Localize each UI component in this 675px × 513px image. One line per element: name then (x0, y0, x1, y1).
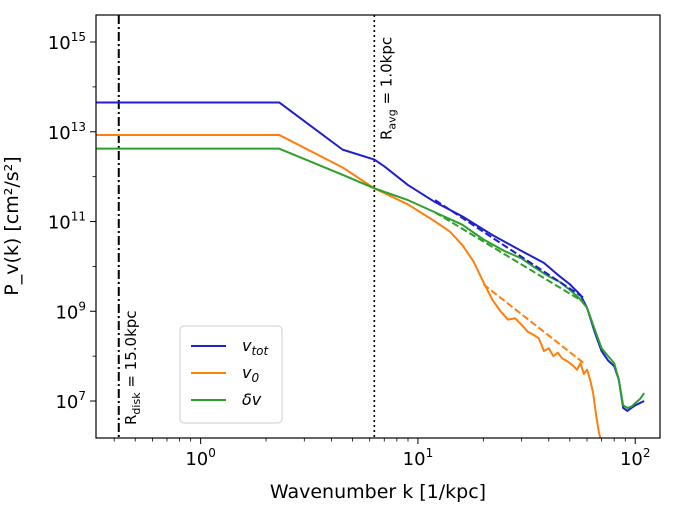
series-v_tot (96, 101, 645, 412)
legend-label: v0 (242, 363, 259, 385)
legend-label: vtot (242, 336, 270, 358)
x-tick-label: 101 (403, 446, 434, 470)
legend-label: δv (242, 390, 262, 409)
x-tick-label: 100 (185, 446, 216, 470)
legend-box (179, 325, 283, 424)
vline-label-r-disk: Rdisk = 15.0kpc (122, 310, 143, 425)
x-axis-label: Wavenumber k [1/kpc] (270, 481, 486, 503)
series-dvv (96, 147, 646, 409)
series-v_0-fit (482, 283, 585, 364)
series-v_0 (96, 133, 602, 438)
y-tick-label: 109 (55, 299, 86, 323)
y-tick-label: 1015 (48, 30, 86, 54)
vline-label-r-avg: Ravg = 1.0kpc (377, 37, 398, 140)
series-dv-fit (434, 211, 585, 303)
y-tick-label: 1011 (48, 210, 86, 234)
x-tick-label: 102 (620, 446, 651, 470)
plot-frame (95, 14, 661, 439)
y-axis-label: P_v(k) [cm²/s²] (1, 156, 23, 295)
y-tick-label: 107 (55, 389, 86, 413)
y-tick-label: 1013 (48, 120, 86, 144)
